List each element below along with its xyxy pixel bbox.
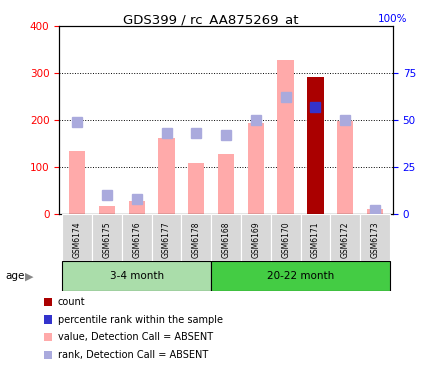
Bar: [217, 154, 234, 214]
Bar: [270, 214, 300, 262]
Bar: [240, 214, 270, 262]
Bar: [158, 138, 174, 214]
Bar: [300, 214, 330, 262]
Bar: [128, 201, 145, 214]
Text: GDS399 / rc_AA875269_at: GDS399 / rc_AA875269_at: [123, 13, 298, 26]
Text: count: count: [58, 297, 85, 307]
Text: GSM6168: GSM6168: [221, 221, 230, 258]
Text: GSM6173: GSM6173: [370, 221, 379, 258]
Text: 100%: 100%: [377, 14, 407, 24]
Text: value, Detection Call = ABSENT: value, Detection Call = ABSENT: [58, 332, 212, 342]
Bar: [359, 214, 389, 262]
Bar: [151, 214, 181, 262]
Bar: [366, 209, 382, 214]
Bar: [62, 261, 211, 291]
Text: GSM6170: GSM6170: [280, 221, 290, 258]
Text: GSM6171: GSM6171: [310, 221, 319, 258]
Text: GSM6172: GSM6172: [340, 221, 349, 258]
Bar: [181, 214, 211, 262]
Text: GSM6175: GSM6175: [102, 221, 111, 258]
Bar: [330, 214, 359, 262]
Text: GSM6176: GSM6176: [132, 221, 141, 258]
Bar: [62, 214, 92, 262]
Bar: [69, 152, 85, 214]
Text: GSM6178: GSM6178: [191, 221, 200, 258]
Text: ▶: ▶: [25, 271, 34, 281]
Text: GSM6177: GSM6177: [162, 221, 171, 258]
Bar: [92, 214, 122, 262]
Bar: [99, 206, 115, 214]
Bar: [247, 123, 264, 214]
Bar: [211, 214, 240, 262]
Text: GSM6169: GSM6169: [251, 221, 260, 258]
Text: GSM6174: GSM6174: [72, 221, 81, 258]
Bar: [307, 77, 323, 214]
Text: 20-22 month: 20-22 month: [266, 271, 333, 281]
Bar: [336, 121, 353, 214]
Bar: [187, 163, 204, 214]
Text: rank, Detection Call = ABSENT: rank, Detection Call = ABSENT: [58, 350, 208, 360]
Bar: [122, 214, 151, 262]
Bar: [277, 60, 293, 214]
Bar: [211, 261, 389, 291]
Text: 3-4 month: 3-4 month: [110, 271, 163, 281]
Text: percentile rank within the sample: percentile rank within the sample: [58, 314, 223, 325]
Text: age: age: [5, 271, 25, 281]
